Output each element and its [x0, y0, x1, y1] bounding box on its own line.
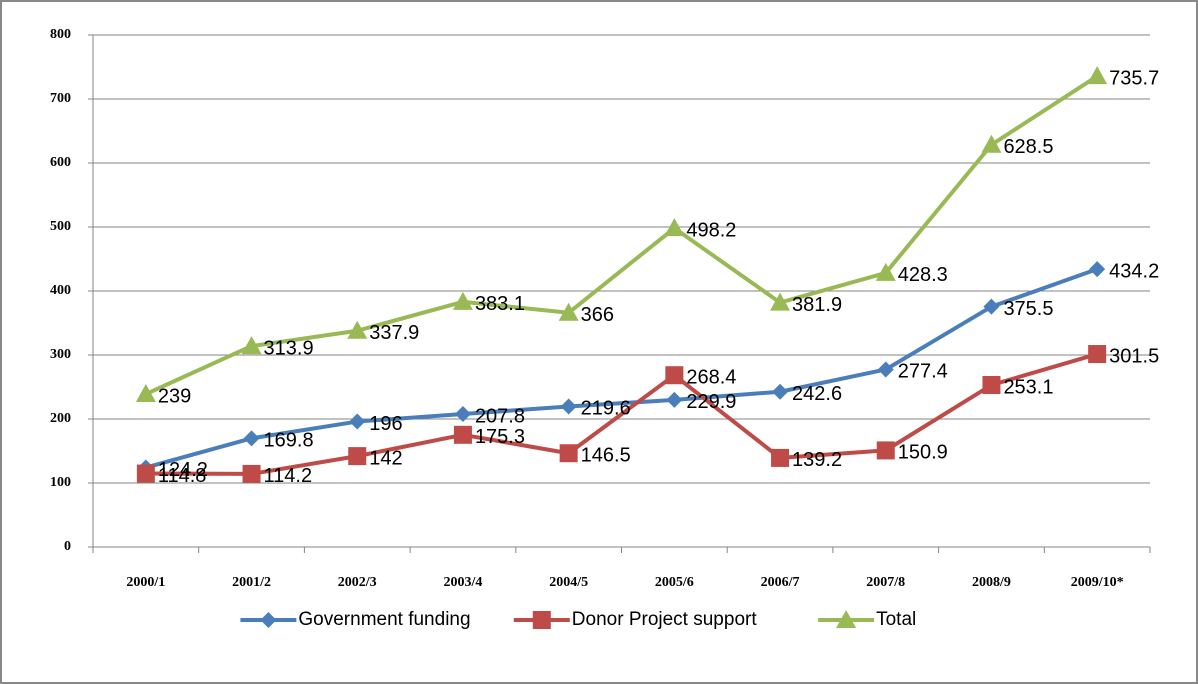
marker	[983, 298, 1000, 315]
y-tick-label: 600	[50, 155, 71, 170]
x-tick-label: 2008/9	[972, 575, 1011, 590]
data-label: 150.9	[898, 442, 948, 464]
data-label: 366	[581, 304, 614, 326]
data-label: 207.8	[475, 405, 525, 427]
marker	[453, 425, 472, 444]
marker	[771, 448, 790, 467]
marker	[558, 302, 579, 321]
legend-label: Government funding	[298, 609, 470, 630]
marker	[982, 376, 1001, 395]
x-tick-label: 2004/5	[549, 575, 588, 590]
marker	[665, 366, 684, 385]
data-label: 253.1	[1003, 376, 1053, 398]
data-label: 242.6	[792, 383, 842, 405]
legend-entry: Government funding	[240, 609, 471, 630]
marker	[452, 291, 473, 310]
marker	[347, 320, 368, 339]
y-tick-label: 800	[50, 27, 71, 42]
marker	[242, 464, 261, 483]
data-label: 124.2	[158, 459, 208, 481]
x-tick-label: 2005/6	[655, 575, 694, 590]
data-label: 498.2	[686, 219, 736, 241]
marker	[136, 464, 155, 483]
data-label: 381.9	[792, 294, 842, 316]
marker	[1088, 345, 1107, 364]
data-label: 428.3	[898, 264, 948, 286]
y-tick-label: 700	[50, 91, 71, 106]
marker	[559, 444, 578, 463]
marker	[877, 361, 894, 378]
x-tick-label: 2003/4	[444, 575, 483, 590]
marker	[836, 610, 857, 628]
x-tick-label: 2000/1	[126, 575, 165, 590]
data-label: 434.2	[1109, 260, 1159, 282]
data-label: 196	[369, 413, 402, 435]
x-tick-label: 2002/3	[338, 575, 377, 590]
series-line	[145, 352, 1098, 476]
data-label: 239	[158, 385, 191, 407]
x-tick-label: 2001/2	[232, 575, 271, 590]
data-label: 229.9	[686, 391, 736, 413]
marker	[666, 391, 683, 408]
legend-label: Total	[876, 609, 916, 630]
data-label: 169.8	[264, 430, 314, 452]
series	[136, 345, 1107, 483]
marker	[875, 262, 896, 281]
y-tick-label: 200	[50, 411, 71, 426]
data-label: 146.5	[581, 445, 631, 467]
marker	[348, 447, 367, 466]
marker	[135, 384, 156, 403]
data-label: 383.1	[475, 293, 525, 315]
data-label: 114.2	[264, 465, 313, 487]
data-label: 139.2	[792, 449, 842, 471]
data-label: 337.9	[369, 322, 419, 344]
y-tick-label: 500	[50, 219, 71, 234]
series-line	[145, 74, 1099, 396]
data-label: 375.5	[1003, 298, 1053, 320]
y-tick-label: 400	[50, 283, 71, 298]
marker	[1087, 66, 1108, 85]
y-tick-label: 0	[64, 539, 71, 554]
data-label: 175.3	[475, 426, 525, 448]
data-label: 628.5	[1003, 136, 1053, 158]
data-label: 301.5	[1109, 345, 1159, 367]
x-tick-label: 2009/10*	[1071, 575, 1124, 590]
series	[137, 261, 1106, 476]
marker	[981, 134, 1002, 153]
x-tick-label: 2006/7	[761, 575, 800, 590]
marker	[241, 336, 262, 355]
marker	[772, 383, 789, 400]
marker	[532, 611, 551, 629]
data-label: 313.9	[264, 337, 314, 359]
legend-label: Donor Project support	[572, 609, 758, 630]
data-label: 277.4	[898, 361, 948, 383]
data-label: 268.4	[686, 367, 736, 389]
data-label: 142	[369, 447, 402, 469]
marker	[876, 441, 895, 460]
data-label: 114.8	[158, 465, 207, 487]
marker	[260, 612, 277, 628]
legend-entry: Total	[818, 609, 916, 630]
marker	[560, 398, 577, 415]
y-tick-label: 100	[50, 475, 71, 490]
data-label: 219.6	[581, 398, 631, 420]
marker	[243, 430, 260, 447]
x-tick-label: 2007/8	[866, 575, 905, 590]
series	[135, 66, 1108, 403]
marker	[770, 292, 791, 311]
marker	[349, 413, 366, 430]
legend-entry: Donor Project support	[513, 609, 758, 630]
marker	[1089, 261, 1106, 278]
marker	[664, 218, 685, 237]
data-label: 735.7	[1109, 67, 1159, 89]
y-tick-label: 300	[50, 347, 71, 362]
marker	[454, 406, 471, 423]
series-line	[145, 267, 1098, 470]
